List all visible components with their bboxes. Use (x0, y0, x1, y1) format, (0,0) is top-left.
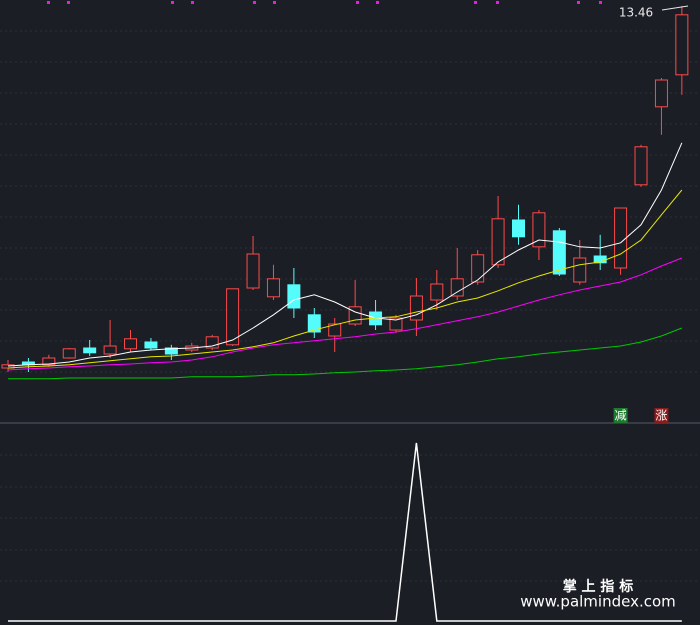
moving-average-line (7, 142, 683, 367)
max-price-arrow (661, 5, 689, 11)
indicator-line (8, 442, 682, 622)
grid (0, 30, 700, 582)
plot: 减涨 (1, 6, 689, 622)
signal-marker-box (613, 408, 628, 423)
candle-body (512, 219, 525, 238)
watermark-title: 掌 上 指 标 (563, 578, 634, 595)
candle-body (62, 348, 76, 359)
candle-body (552, 230, 566, 275)
max-price-label: 13.46 (619, 6, 653, 20)
moving-average-line (8, 327, 683, 380)
candle-body (226, 288, 240, 346)
candle-body (675, 14, 689, 76)
candle-body (246, 253, 260, 289)
signal-marker: 减 (615, 409, 627, 423)
moving-average-line (7, 189, 683, 369)
candle-body (430, 283, 444, 301)
candle-body (144, 341, 158, 349)
candle-body (450, 278, 464, 297)
candle-body (307, 314, 321, 333)
candle-body (1, 364, 15, 369)
candle-body (614, 207, 628, 269)
candle-body (491, 218, 505, 266)
candle-body (124, 338, 138, 350)
watermark-url: www.palmindex.com (520, 593, 676, 611)
candle-body (83, 347, 97, 354)
moving-average-line (7, 257, 683, 371)
candle-body (409, 295, 423, 321)
signal-marker: 涨 (655, 408, 667, 423)
candle-body (328, 323, 342, 337)
candle-body (42, 357, 56, 366)
signal-dots (47, 1, 602, 4)
candle-body (164, 347, 178, 355)
candle-body (287, 284, 301, 309)
candle-body (532, 212, 546, 248)
candle-body (634, 146, 648, 186)
candle-body (654, 79, 668, 108)
candle-body (103, 345, 117, 355)
signal-marker-box (654, 408, 669, 423)
candle-body (573, 257, 587, 283)
candle-body (389, 317, 403, 331)
candle-body (471, 254, 485, 283)
candle-body (266, 278, 280, 298)
candle-body (205, 336, 219, 349)
